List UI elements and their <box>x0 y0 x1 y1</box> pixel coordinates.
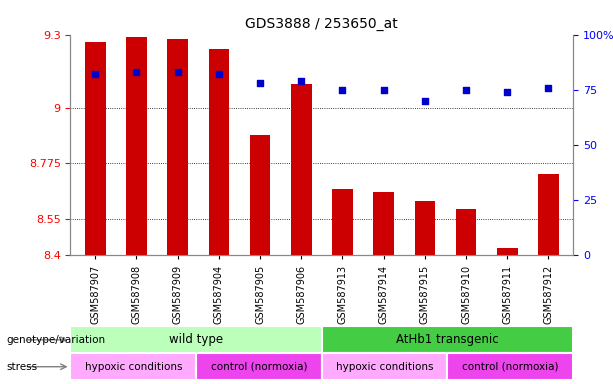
Point <box>544 84 554 91</box>
Text: wild type: wild type <box>169 333 223 346</box>
Point <box>255 80 265 86</box>
Bar <box>447 353 573 380</box>
Title: GDS3888 / 253650_at: GDS3888 / 253650_at <box>245 17 398 31</box>
Bar <box>332 189 352 255</box>
Point <box>214 71 224 77</box>
Bar <box>373 192 394 255</box>
Bar <box>196 353 322 380</box>
Text: control (normoxia): control (normoxia) <box>462 362 558 372</box>
Point <box>132 69 142 75</box>
Text: hypoxic conditions: hypoxic conditions <box>85 362 182 372</box>
Bar <box>322 326 573 353</box>
Bar <box>322 353 447 380</box>
Point <box>338 87 348 93</box>
Text: AtHb1 transgenic: AtHb1 transgenic <box>396 333 499 346</box>
Bar <box>497 248 517 255</box>
Bar <box>70 326 322 353</box>
Bar <box>249 135 270 255</box>
Point <box>502 89 512 95</box>
Bar <box>291 84 311 255</box>
Bar <box>414 201 435 255</box>
Text: hypoxic conditions: hypoxic conditions <box>336 362 433 372</box>
Text: genotype/variation: genotype/variation <box>6 335 105 345</box>
Point <box>461 87 471 93</box>
Point <box>173 69 183 75</box>
Text: control (normoxia): control (normoxia) <box>211 362 307 372</box>
Bar <box>126 37 147 255</box>
Point <box>296 78 306 84</box>
Bar <box>538 174 558 255</box>
Point <box>420 98 430 104</box>
Bar <box>85 42 105 255</box>
Bar <box>167 40 188 255</box>
Point <box>90 71 100 77</box>
Bar <box>70 353 196 380</box>
Bar <box>455 209 476 255</box>
Bar <box>208 49 229 255</box>
Point <box>379 87 389 93</box>
Text: stress: stress <box>6 362 37 372</box>
